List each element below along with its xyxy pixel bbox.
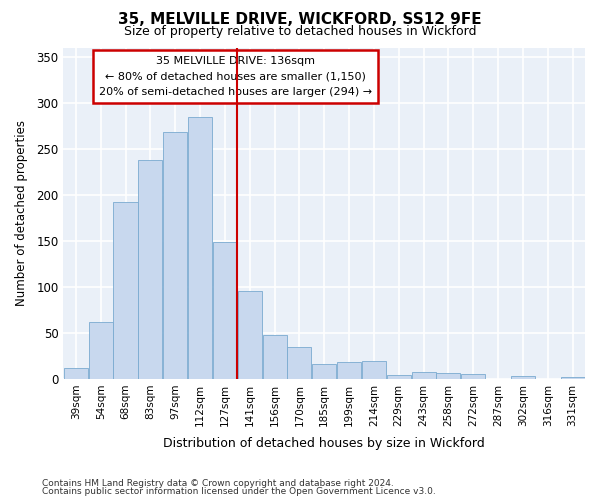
X-axis label: Distribution of detached houses by size in Wickford: Distribution of detached houses by size … xyxy=(163,437,485,450)
Bar xyxy=(412,372,436,379)
Bar xyxy=(238,290,262,379)
Bar xyxy=(461,374,485,379)
Bar xyxy=(511,376,535,379)
Text: 35 MELVILLE DRIVE: 136sqm
← 80% of detached houses are smaller (1,150)
20% of se: 35 MELVILLE DRIVE: 136sqm ← 80% of detac… xyxy=(99,56,372,97)
Bar xyxy=(213,242,237,379)
Bar xyxy=(560,377,584,379)
Text: 35, MELVILLE DRIVE, WICKFORD, SS12 9FE: 35, MELVILLE DRIVE, WICKFORD, SS12 9FE xyxy=(118,12,482,28)
Bar xyxy=(312,364,336,379)
Bar xyxy=(436,374,460,379)
Text: Contains public sector information licensed under the Open Government Licence v3: Contains public sector information licen… xyxy=(42,487,436,496)
Bar xyxy=(64,368,88,379)
Bar xyxy=(89,322,113,379)
Bar xyxy=(263,334,287,379)
Bar xyxy=(139,160,163,379)
Bar xyxy=(386,375,411,379)
Bar xyxy=(188,116,212,379)
Bar xyxy=(287,346,311,379)
Text: Size of property relative to detached houses in Wickford: Size of property relative to detached ho… xyxy=(124,25,476,38)
Bar xyxy=(337,362,361,379)
Bar xyxy=(163,132,187,379)
Y-axis label: Number of detached properties: Number of detached properties xyxy=(15,120,28,306)
Bar xyxy=(113,202,137,379)
Text: Contains HM Land Registry data © Crown copyright and database right 2024.: Contains HM Land Registry data © Crown c… xyxy=(42,478,394,488)
Bar xyxy=(362,362,386,379)
